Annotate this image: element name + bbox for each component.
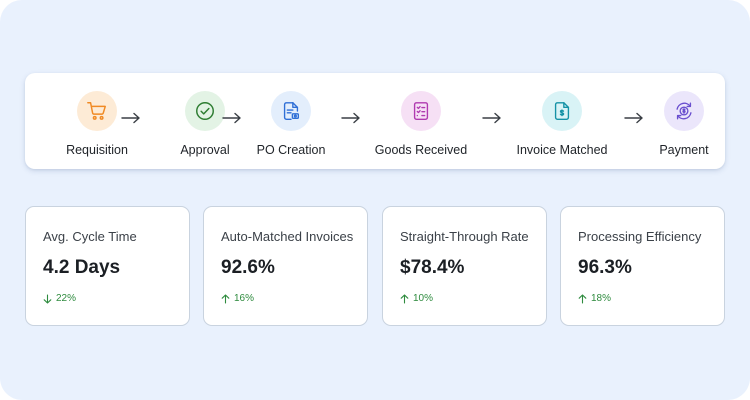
arrow-up-icon	[578, 293, 587, 304]
step-label: Payment	[659, 143, 709, 157]
step-po-creation[interactable]: PO Creation	[231, 91, 351, 157]
metric-card-processing-efficiency: Processing Efficiency 96.3% 18%	[560, 206, 725, 326]
metric-label: Straight-Through Rate	[400, 229, 529, 244]
invoice-icon	[542, 91, 582, 131]
cart-icon	[77, 91, 117, 131]
check-circle-icon	[185, 91, 225, 131]
metric-change-value: 22%	[56, 293, 77, 304]
arrow-right-icon	[624, 112, 643, 124]
checklist-icon	[401, 91, 441, 131]
step-label: Requisition	[66, 143, 128, 157]
metric-change-value: 16%	[234, 293, 255, 304]
metric-change: 18%	[578, 293, 724, 304]
process-flow-card: Requisition Approval PO Creation	[25, 73, 725, 169]
step-goods-received[interactable]: Goods Received	[361, 91, 481, 157]
document-icon	[271, 91, 311, 131]
metric-label: Processing Efficiency	[578, 229, 702, 244]
step-invoice-matched[interactable]: Invoice Matched	[502, 91, 622, 157]
metric-change: 16%	[221, 293, 367, 304]
metric-card-avg-cycle-time: Avg. Cycle Time 4.2 Days 22%	[25, 206, 190, 326]
step-label: Invoice Matched	[516, 143, 608, 157]
arrow-right-icon	[341, 112, 360, 124]
metric-value: 92.6%	[221, 257, 275, 278]
step-payment[interactable]: Payment	[624, 91, 744, 157]
metric-change: 22%	[43, 293, 189, 304]
metric-value: $78.4%	[400, 257, 465, 278]
arrow-right-icon	[222, 112, 241, 124]
metric-card-auto-matched-invoices: Auto-Matched Invoices 92.6% 16%	[203, 206, 368, 326]
arrow-down-icon	[43, 293, 52, 304]
step-label: Approval	[180, 143, 230, 157]
arrow-right-icon	[121, 112, 140, 124]
metric-value: 96.3%	[578, 257, 632, 278]
metric-label: Auto-Matched Invoices	[221, 229, 354, 244]
metric-card-straight-through-rate: Straight-Through Rate $78.4% 10%	[382, 206, 547, 326]
metric-change-value: 10%	[413, 293, 434, 304]
payment-cycle-icon	[664, 91, 704, 131]
step-requisition[interactable]: Requisition	[37, 91, 157, 157]
step-label: PO Creation	[256, 143, 326, 157]
arrow-up-icon	[221, 293, 230, 304]
metric-label: Avg. Cycle Time	[43, 229, 137, 244]
metric-change-value: 18%	[591, 293, 612, 304]
step-label: Goods Received	[374, 143, 468, 157]
arrow-right-icon	[482, 112, 501, 124]
metric-value: 4.2 Days	[43, 257, 121, 278]
arrow-up-icon	[400, 293, 409, 304]
step-approval[interactable]: Approval	[145, 91, 265, 157]
metric-change: 10%	[400, 293, 546, 304]
